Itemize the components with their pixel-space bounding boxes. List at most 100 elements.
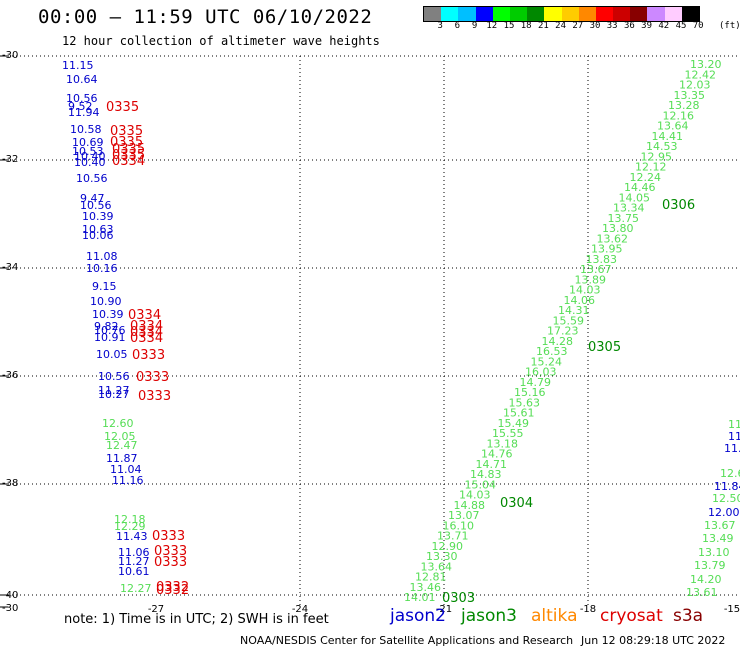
lat-label: -38: [2, 478, 18, 489]
track-value-diag: 13.30: [426, 550, 458, 563]
track-value-blue: 11.08: [86, 250, 118, 263]
track-value-diag: 15.59: [553, 314, 585, 327]
track-value-right-green: 12.50: [712, 492, 740, 505]
track-value-green: 12.05: [104, 430, 136, 443]
time-label-dark: 0303: [442, 591, 475, 606]
track-value-diag: 12.81: [415, 571, 447, 584]
track-value-diag: 14.41: [652, 130, 684, 143]
track-value-blue: 10.69: [72, 136, 104, 149]
track-value-blue: 11.06: [118, 546, 150, 559]
track-value-blue: 10.64: [66, 73, 98, 86]
track-value-blue: 10.56: [66, 92, 98, 105]
colorbar-swatch: [595, 7, 614, 21]
footer-credit: NOAA/NESDIS Center for Satellite Applica…: [240, 634, 574, 647]
satellite-legend-s3a: s3a: [673, 606, 704, 626]
track-value-diag: 12.95: [641, 150, 673, 163]
track-value-right-blue: 11: [728, 430, 740, 443]
track-value-diag: 12.12: [635, 161, 667, 174]
satellite-legend-jason3: jason3: [461, 606, 517, 626]
track-value-diag: 14.03: [569, 284, 601, 297]
lon-label: -18: [580, 604, 596, 615]
track-value-blue: 11.87: [106, 452, 138, 465]
lat-label: -34: [2, 262, 18, 273]
track-value-diag: 13.64: [421, 560, 453, 573]
colorbar-swatch: [630, 7, 648, 21]
track-value-diag: 14.83: [470, 468, 502, 481]
lon-label: -21: [436, 604, 452, 615]
track-value-diag: 13.83: [586, 253, 618, 266]
track-value-blue: 10.56: [76, 172, 108, 185]
track-value-right-green: 14.20: [690, 573, 722, 586]
time-label-red: 0335: [112, 148, 145, 163]
satellite-legend-altika: altika: [531, 606, 578, 626]
colorbar-swatch: [441, 7, 459, 21]
time-label-red: 0335: [106, 100, 139, 115]
time-label-red: 0334: [130, 331, 163, 346]
track-value-blue: 10.56: [98, 370, 130, 383]
track-value-blue: 10.53: [72, 145, 104, 158]
colorbar-label: 39: [641, 21, 653, 31]
track-value-diag: 13.75: [608, 212, 640, 225]
colorbar-label: 15: [503, 21, 515, 31]
time-label-red: 0332: [156, 583, 189, 598]
track-value-right-green: 13.61: [686, 586, 718, 599]
track-value-diag: 13.89: [575, 273, 607, 286]
track-value-blue: 9.82: [94, 320, 119, 333]
track-value-right-green: 13.10: [698, 546, 730, 559]
colorbar-label: 45: [675, 21, 687, 31]
time-label-red: 0335: [110, 135, 143, 150]
track-value-diag: 14.31: [558, 304, 590, 317]
track-value-right-green: 12.6: [720, 467, 740, 480]
track-value-green: 12.47: [106, 439, 138, 452]
colorbar-swatch: [544, 7, 562, 21]
track-value-diag: 14.06: [564, 294, 596, 307]
track-value-blue: 10.40: [74, 150, 106, 163]
time-label-red: 0335: [110, 124, 143, 139]
colorbar-label: 27: [572, 21, 584, 31]
track-value-diag: 16.10: [443, 519, 475, 532]
lon-label: -27: [148, 604, 164, 615]
colorbar-label: 36: [623, 21, 635, 31]
track-value-blue: 9.15: [92, 280, 117, 293]
track-value-diag: 14.05: [619, 191, 651, 204]
colorbar-swatch: [647, 7, 665, 21]
track-value-diag: 13.28: [668, 99, 700, 112]
track-value-diag: 13.71: [437, 530, 469, 543]
track-value-blue: 9.52: [68, 100, 93, 113]
note-text: note: 1) Time is in UTC; 2) SWH is in fe…: [64, 612, 329, 627]
footer-timestamp: Jun 12 08:29:18 UTC 2022: [581, 634, 726, 647]
track-value-green: 12.60: [102, 417, 134, 430]
track-value-diag: 13.67: [580, 263, 612, 276]
colorbar-label: 12: [486, 21, 498, 31]
lat-label: -30: [2, 50, 18, 61]
lon-label: -24: [292, 604, 308, 615]
track-value-diag: 13.80: [602, 222, 634, 235]
track-value-diag: 15.55: [492, 427, 524, 440]
track-value-right-green: 13.49: [702, 532, 734, 545]
track-value-diag: 15.04: [465, 478, 497, 491]
colorbar: [423, 6, 700, 22]
lon-label: -15: [724, 604, 740, 615]
track-value-blue: 9.47: [80, 192, 105, 205]
colorbar-swatch: [509, 7, 528, 21]
track-value-diag: 13.64: [657, 120, 689, 133]
track-value-blue: 10.16: [86, 262, 118, 275]
track-value-blue: 11.15: [62, 59, 94, 72]
colorbar-label: 33: [606, 21, 618, 31]
track-value-diag: 13.62: [597, 232, 629, 245]
time-label-red: 0334: [130, 319, 163, 334]
track-value-right-green: 13.79: [694, 559, 726, 572]
page-title: 00:00 – 11:59 UTC 06/10/2022: [38, 6, 373, 28]
track-value-diag: 15.61: [503, 407, 535, 420]
track-value-diag: 13.07: [448, 509, 480, 522]
track-value-diag: 17.23: [547, 325, 579, 338]
colorbar-label: 3: [437, 21, 443, 31]
track-value-blue: 11.43: [116, 530, 148, 543]
track-value-blue: 10.27: [98, 388, 130, 401]
track-value-diag: 12.03: [679, 79, 711, 92]
track-value-diag: 12.90: [432, 540, 464, 553]
time-label-red: 0332: [156, 580, 189, 595]
track-value-blue: 10.61: [118, 565, 150, 578]
track-value-diag: 13.34: [613, 202, 645, 215]
